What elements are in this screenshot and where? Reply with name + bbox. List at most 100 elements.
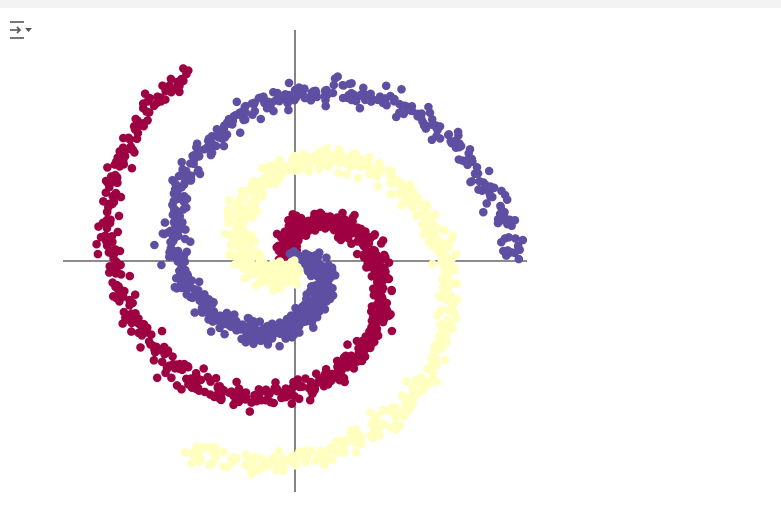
data-point (216, 312, 225, 321)
data-point (419, 206, 429, 216)
data-point (237, 334, 246, 344)
data-point (248, 110, 257, 119)
data-point (345, 79, 354, 89)
spiral-series-3 (181, 144, 462, 479)
data-point (300, 309, 309, 318)
data-point (497, 237, 506, 247)
data-point (312, 221, 322, 230)
data-point (351, 425, 361, 434)
data-point (153, 92, 162, 101)
data-point (327, 443, 336, 452)
data-point (514, 254, 524, 264)
data-point (314, 212, 323, 221)
data-point (391, 175, 400, 185)
data-point (138, 99, 148, 108)
data-point (435, 134, 445, 143)
data-point (515, 245, 524, 255)
data-point (397, 201, 406, 210)
data-point (322, 453, 331, 462)
data-point (272, 384, 282, 394)
data-point (379, 250, 389, 260)
data-point (291, 457, 300, 467)
data-point (378, 298, 388, 308)
data-point (100, 234, 110, 243)
data-point (322, 285, 332, 294)
data-point (309, 323, 318, 333)
data-point (199, 364, 208, 373)
data-point (272, 229, 282, 239)
data-point (111, 257, 121, 266)
data-point (251, 177, 260, 187)
data-point (397, 85, 406, 94)
data-point (367, 272, 377, 281)
data-point (108, 237, 117, 247)
data-point (133, 121, 142, 131)
data-point (400, 398, 410, 408)
data-point (340, 221, 350, 230)
data-point (134, 314, 143, 323)
data-point (312, 156, 322, 165)
data-point (486, 191, 495, 201)
data-point (229, 391, 238, 401)
data-point (196, 455, 206, 464)
data-point (194, 277, 204, 287)
data-point (222, 463, 232, 472)
data-point (518, 235, 528, 245)
data-point (293, 226, 302, 236)
data-point (284, 105, 293, 115)
data-point (373, 95, 382, 105)
data-point (428, 368, 438, 377)
data-point (177, 365, 187, 375)
data-point (288, 382, 298, 392)
data-point (157, 326, 167, 336)
data-point (328, 88, 338, 98)
data-point (447, 278, 456, 287)
data-point (368, 433, 378, 443)
data-point (255, 317, 265, 326)
data-point (387, 286, 397, 296)
data-point (149, 356, 159, 365)
data-point (235, 128, 245, 137)
data-point (454, 155, 464, 164)
data-point (348, 213, 358, 222)
data-point (181, 448, 190, 457)
data-point (333, 168, 343, 178)
data-point (305, 395, 315, 405)
data-point (352, 336, 362, 346)
data-point (336, 158, 346, 168)
data-point (256, 454, 266, 463)
data-point (313, 378, 323, 387)
data-point (170, 282, 180, 292)
data-point (236, 220, 245, 230)
data-point (243, 256, 252, 266)
data-point (136, 343, 145, 352)
data-point (375, 158, 384, 168)
data-point (219, 141, 229, 151)
data-point (273, 463, 283, 472)
data-point (219, 447, 228, 457)
data-point (275, 96, 284, 106)
data-point (172, 194, 182, 204)
output-toggle-button[interactable] (4, 16, 36, 44)
data-point (366, 408, 375, 418)
data-point (258, 191, 268, 201)
data-point (499, 211, 509, 221)
data-point (257, 163, 267, 173)
data-point (127, 163, 137, 173)
data-point (263, 97, 273, 107)
data-point (232, 202, 242, 211)
data-point (410, 191, 419, 201)
data-point (92, 239, 101, 249)
data-point (329, 80, 339, 90)
data-point (443, 130, 453, 140)
data-point (436, 237, 446, 247)
data-point (204, 134, 214, 143)
data-point (211, 373, 221, 383)
data-point (108, 292, 118, 301)
data-point (449, 265, 459, 275)
data-point (275, 341, 284, 351)
data-point (275, 284, 285, 294)
data-point (334, 145, 344, 154)
data-point (356, 439, 366, 449)
data-point (448, 231, 458, 241)
